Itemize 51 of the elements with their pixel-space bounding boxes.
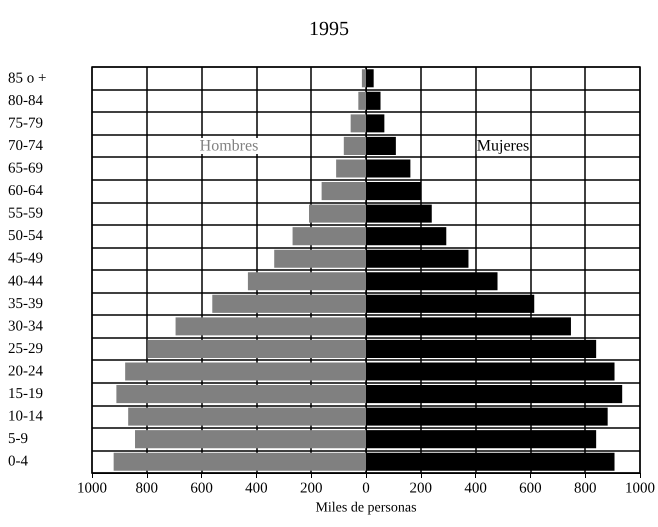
y-tick-label: 50-54 [8, 228, 44, 244]
y-tick-label: 80-84 [8, 92, 44, 109]
bar [125, 362, 366, 381]
bar [358, 92, 366, 110]
chart-title: 1995 [309, 18, 349, 40]
bar [322, 182, 366, 200]
x-tick-label: 600 [190, 480, 213, 496]
bar [362, 69, 366, 88]
y-tick-label: 75-79 [8, 115, 43, 132]
y-tick-label: 0-4 [8, 454, 28, 470]
bar [116, 385, 366, 404]
x-axis-title: Miles de personas [315, 500, 417, 516]
y-tick-label: 65-69 [8, 160, 43, 176]
y-tick-label: 85 o + [8, 70, 46, 86]
y-tick-label: 10-14 [8, 408, 44, 425]
bar [309, 204, 366, 223]
y-tick-label: 15-19 [8, 386, 43, 402]
bar [292, 227, 366, 246]
y-tick-label: 25-29 [8, 340, 43, 357]
y-tick-label: 30-34 [8, 318, 44, 334]
text: Mujeres [476, 137, 530, 154]
x-tick-label: 800 [136, 480, 158, 496]
bar [212, 294, 366, 313]
x-tick-label: 400 [245, 480, 268, 496]
y-tick-label: 55-59 [8, 206, 43, 222]
x-tick-label: 1000 [77, 480, 107, 496]
text: Hombres [200, 137, 258, 154]
bar [128, 408, 366, 426]
bar [114, 452, 366, 471]
bar [344, 136, 366, 155]
bar [248, 272, 366, 290]
bar [176, 317, 366, 336]
bar [135, 430, 366, 448]
y-tick-label: 60-64 [8, 183, 44, 200]
x-tick-label: 400 [464, 480, 487, 496]
bar [350, 114, 366, 132]
y-tick-label: 45-49 [8, 250, 43, 267]
y-tick-label: 5-9 [8, 431, 28, 448]
y-tick-label: 40-44 [8, 273, 44, 290]
x-tick-label: 600 [519, 480, 542, 496]
x-tick-label: 0 [362, 480, 370, 496]
bar [336, 159, 366, 178]
x-tick-label: 800 [574, 480, 596, 496]
x-tick-label: 1000 [625, 480, 655, 496]
x-tick-label: 200 [410, 480, 432, 496]
y-tick-label: 20-24 [8, 364, 44, 380]
y-tick-label: 35-39 [8, 296, 43, 312]
bar [147, 340, 366, 358]
bar [274, 250, 366, 268]
x-tick-label: 200 [300, 480, 322, 496]
y-tick-label: 70-74 [8, 138, 44, 154]
